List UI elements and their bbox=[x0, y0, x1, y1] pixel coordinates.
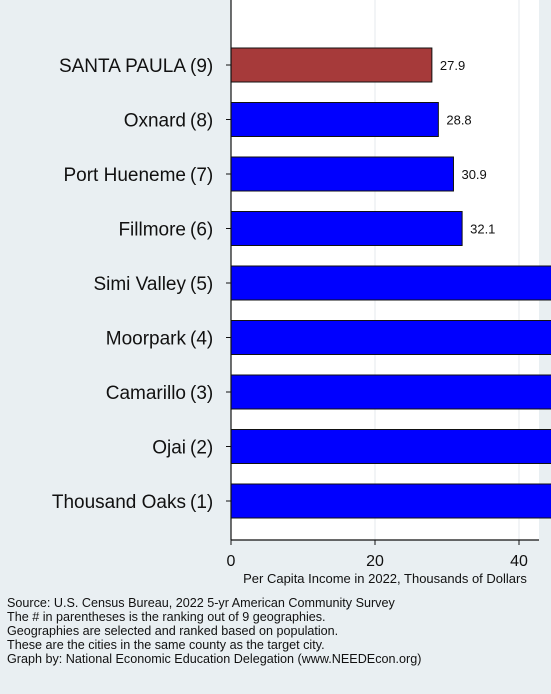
x-tick-label: 40 bbox=[510, 553, 528, 570]
category-label: Simi Valley bbox=[93, 274, 186, 295]
bars: 27.928.830.932.151.352.752.853.761.5 bbox=[230, 47, 551, 519]
bar bbox=[230, 156, 454, 192]
bar bbox=[230, 211, 463, 246]
x-tick-label: 0 bbox=[227, 553, 236, 570]
note-line-county: These are the cities in the same county … bbox=[7, 638, 325, 652]
category-label: Ojai bbox=[152, 438, 186, 459]
category-label: Moorpark bbox=[106, 329, 187, 350]
category-label: Oxnard bbox=[124, 111, 186, 132]
category-label: Camarillo bbox=[106, 383, 186, 404]
x-axis-title: Per Capita Income in 2022, Thousands of … bbox=[243, 571, 527, 586]
source-notes: Source: U.S. Census Bureau, 2022 5-yr Am… bbox=[7, 596, 421, 666]
rank-label: (6) bbox=[190, 220, 213, 241]
rank-label: (2) bbox=[190, 438, 213, 459]
axes: SANTA PAULA (9) Oxnard (8) Port Hueneme (7) Fi… bbox=[52, 0, 539, 570]
note-line-selection: Geographies are selected and ranked base… bbox=[7, 624, 339, 638]
category-label: Fillmore bbox=[118, 220, 186, 241]
rank-label: (3) bbox=[190, 383, 213, 404]
note-line-credit: Graph by: National Economic Education De… bbox=[7, 652, 422, 666]
rank-label: (8) bbox=[190, 111, 213, 132]
bar bbox=[230, 320, 551, 355]
bar bbox=[230, 102, 439, 137]
rank-label: (1) bbox=[190, 492, 213, 513]
bar bbox=[230, 374, 551, 410]
rank-label: (5) bbox=[190, 274, 213, 295]
bar bbox=[230, 429, 551, 464]
bar bbox=[230, 47, 433, 83]
rank-label: (4) bbox=[190, 329, 213, 350]
x-tick-label: 20 bbox=[366, 553, 384, 570]
data-label: 28.8 bbox=[446, 113, 471, 128]
bar bbox=[230, 483, 551, 519]
rank-label: (9) bbox=[190, 56, 213, 77]
data-label: 30.9 bbox=[461, 167, 486, 182]
data-label: 27.9 bbox=[440, 58, 465, 73]
category-label: Thousand Oaks bbox=[52, 492, 186, 513]
rank-label: (7) bbox=[190, 165, 213, 186]
category-label: SANTA PAULA bbox=[59, 56, 186, 77]
data-label: 32.1 bbox=[470, 222, 495, 237]
bar bbox=[230, 265, 551, 301]
category-label: Port Hueneme bbox=[63, 165, 186, 186]
note-line-ranking: The # in parentheses is the ranking out … bbox=[7, 610, 326, 624]
note-line-source: Source: U.S. Census Bureau, 2022 5-yr Am… bbox=[7, 596, 395, 610]
